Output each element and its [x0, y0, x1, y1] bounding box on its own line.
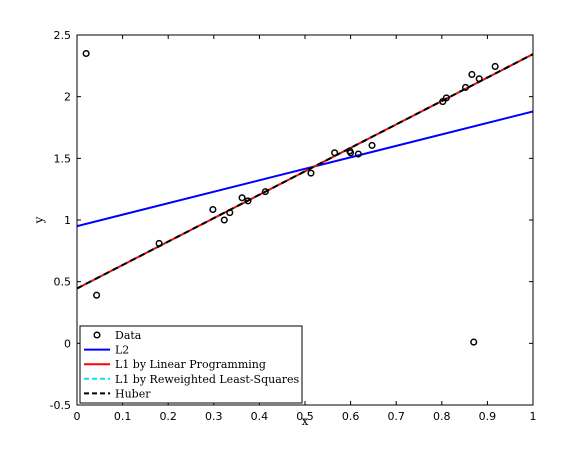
y-tick-label: 2.5: [54, 29, 72, 42]
y-tick-label: 2: [64, 91, 71, 104]
data-point: [470, 338, 478, 346]
data-point: [475, 75, 483, 83]
data-point: [468, 70, 476, 79]
data-point: [155, 239, 163, 247]
plot-lines: [77, 53, 533, 290]
data-points: [82, 49, 499, 346]
data-point: [209, 205, 217, 214]
data-point: [439, 98, 447, 106]
data-point: [331, 149, 339, 157]
x-tick-label: 1: [530, 410, 537, 423]
series-line-0: [77, 110, 533, 228]
data-point: [368, 141, 376, 149]
x-tick-label: 0.7: [387, 410, 405, 423]
legend-box: [79, 325, 303, 404]
x-tick-label: 0.4: [251, 410, 269, 423]
x-tick-label: 0.2: [159, 410, 177, 423]
x-tick-label: 0.3: [205, 410, 223, 423]
x-tick-label: 0.9: [479, 410, 497, 423]
data-point: [226, 209, 234, 217]
y-tick-label: 0: [64, 337, 71, 350]
data-point: [307, 169, 315, 177]
legend-label: L1 by Linear Programming: [115, 358, 266, 371]
data-point: [461, 83, 470, 91]
legend-marker: [93, 331, 101, 339]
data-point: [93, 291, 101, 299]
y-tick-label: -0.5: [50, 399, 71, 412]
y-axis-label: y: [32, 216, 46, 224]
legend-label: Data: [115, 329, 142, 342]
x-tick-label: 0.8: [433, 410, 451, 423]
y-tick-label: 1: [64, 214, 71, 227]
data-point: [442, 94, 450, 102]
x-tick-label: 0: [74, 410, 81, 423]
data-point: [238, 194, 246, 202]
series-line-3: [77, 53, 533, 290]
x-tick-label: 0.6: [342, 410, 360, 423]
data-point: [261, 188, 269, 196]
data-point: [347, 149, 355, 157]
legend-label: L2: [115, 344, 129, 357]
data-point: [220, 216, 228, 224]
x-tick-label: 0.5: [296, 410, 314, 423]
x-axis-label: x: [302, 414, 309, 428]
y-tick-label: 1.5: [54, 152, 72, 165]
x-tick-label: 0.1: [114, 410, 132, 423]
legend-label: L1 by Reweighted Least-Squares: [115, 373, 300, 386]
data-point: [491, 62, 499, 70]
y-tick-label: 0.5: [54, 276, 72, 289]
data-point: [244, 197, 252, 205]
data-point: [82, 49, 90, 58]
data-point: [354, 150, 362, 158]
legend-label: Huber: [115, 387, 151, 400]
axis-ticks: 0 0.1 0.2 0.3 0.4 0.5 0.6 0.7 0.8 0.9 1-0.500.511.…: [50, 29, 537, 423]
